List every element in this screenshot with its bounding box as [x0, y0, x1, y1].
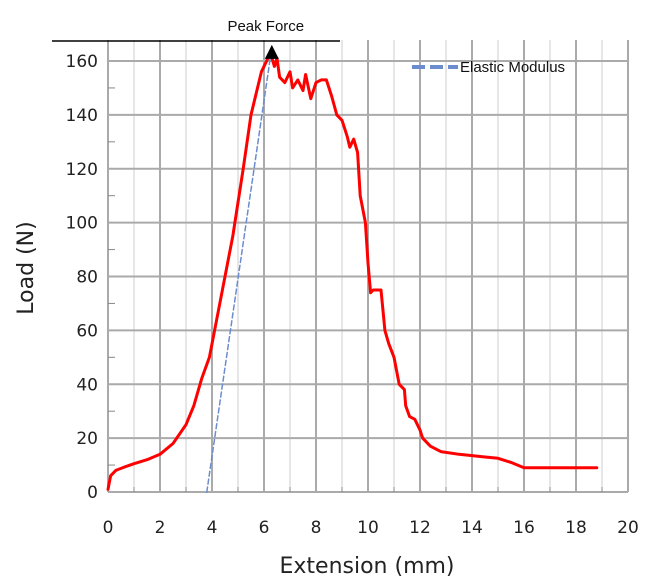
peak-force-marker [264, 44, 279, 59]
x-tick-label: 18 [565, 518, 587, 538]
y-tick-label: 40 [76, 375, 98, 395]
x-axis-title: Extension (mm) [279, 554, 454, 579]
x-tick-label: 16 [513, 518, 535, 538]
y-tick-label: 80 [76, 268, 98, 288]
x-tick-label: 20 [617, 518, 639, 538]
x-tick-label: 6 [259, 518, 270, 538]
grid [107, 40, 629, 493]
x-tick-label: 14 [461, 518, 483, 538]
series-line-load [106, 51, 599, 491]
peak-force-label: Peak Force [227, 18, 304, 35]
y-tick-label: 20 [76, 429, 98, 449]
legend-label-elastic-modulus: Elastic Modulus [460, 59, 565, 76]
x-tick-label: 8 [311, 518, 322, 538]
x-tick-label: 10 [357, 518, 379, 538]
x-tick-label: 12 [409, 518, 431, 538]
y-tick-label: 100 [66, 214, 98, 234]
minor-ticks [108, 87, 603, 492]
y-tick-label: 0 [87, 483, 98, 503]
series-layer [106, 46, 599, 493]
y-tick-label: 160 [66, 52, 98, 72]
legend: Elastic Modulus [412, 59, 565, 76]
x-tick-label: 0 [103, 518, 114, 538]
y-tick-label: 140 [66, 106, 98, 126]
series-line-elastic-modulus [206, 46, 273, 493]
y-tick-label: 120 [66, 160, 98, 180]
y-axis-ticks: 0 20 40 60 80 100 120 140 160 [66, 52, 98, 503]
x-tick-label: 2 [155, 518, 166, 538]
y-axis-title: Load (N) [14, 221, 39, 314]
x-axis-ticks: 0 2 4 6 8 10 12 14 16 18 20 [103, 518, 639, 538]
y-tick-label: 60 [76, 321, 98, 341]
x-tick-label: 4 [207, 518, 218, 538]
